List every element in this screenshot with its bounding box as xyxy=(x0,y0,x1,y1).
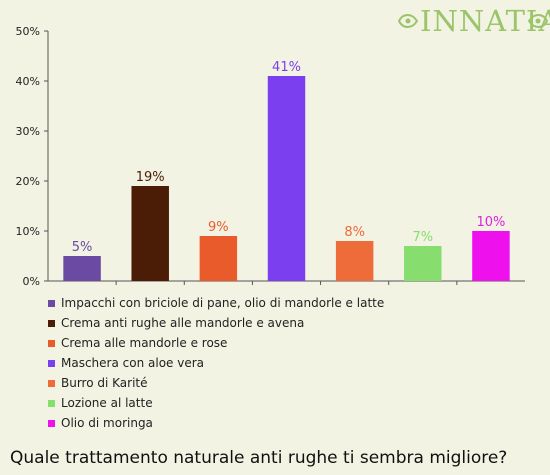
bar xyxy=(199,236,238,281)
bar xyxy=(63,256,101,281)
legend-label: Maschera con aloe vera xyxy=(61,356,205,370)
bar-data-label: 5% xyxy=(72,240,93,255)
legend-swatch xyxy=(48,420,55,427)
bar xyxy=(131,186,169,281)
bar xyxy=(335,241,374,281)
legend-label: Impacchi con briciole di pane, olio di m… xyxy=(61,296,385,310)
bar-data-label: 41% xyxy=(272,60,301,75)
legend-item: Impacchi con briciole di pane, olio di m… xyxy=(48,293,384,313)
legend-label: Crema anti rughe alle mandorle e avena xyxy=(61,316,305,330)
bar-data-label: 19% xyxy=(136,170,165,185)
legend-swatch xyxy=(48,380,55,387)
bar-data-label: 10% xyxy=(476,215,505,230)
y-tick-label: 30% xyxy=(16,125,40,138)
chart-legend: Impacchi con briciole di pane, olio di m… xyxy=(48,293,384,433)
legend-swatch xyxy=(48,320,55,327)
bar-data-label: 9% xyxy=(208,220,229,235)
legend-item: Olio di moringa xyxy=(48,413,384,433)
legend-swatch xyxy=(48,360,55,367)
legend-label: Crema alle mandorle e rose xyxy=(61,336,228,350)
legend-item: Maschera con aloe vera xyxy=(48,353,384,373)
y-tick-label: 40% xyxy=(16,75,40,88)
y-tick-label: 20% xyxy=(16,175,40,188)
legend-swatch xyxy=(48,340,55,347)
y-axis: 0% 10% 20% 30% 40% 50% xyxy=(16,25,525,288)
legend-label: Olio di moringa xyxy=(61,416,153,430)
y-tick-label: 0% xyxy=(23,275,40,288)
bar xyxy=(267,76,306,281)
bar-chart: 0% 10% 20% 30% 40% 50% 5% 19% 9% 41% 8% 7% 10% xyxy=(16,25,525,288)
bar xyxy=(404,246,442,281)
leaf-icon xyxy=(398,14,418,28)
legend-item: Crema anti rughe alle mandorle e avena xyxy=(48,313,384,333)
leaf-icon xyxy=(528,14,548,28)
bars xyxy=(63,76,510,281)
legend-label: Burro di Karité xyxy=(61,376,148,390)
innatia-logo: INNATIA xyxy=(398,3,550,39)
legend-item: Burro di Karité xyxy=(48,373,384,393)
bar-data-label: 7% xyxy=(412,230,433,245)
legend-swatch xyxy=(48,400,55,407)
data-labels: 5% 19% 9% 41% 8% 7% 10% xyxy=(72,60,506,255)
y-tick-label: 10% xyxy=(16,225,40,238)
bar-data-label: 8% xyxy=(344,225,365,240)
legend-item: Crema alle mandorle e rose xyxy=(48,333,384,353)
legend-item: Lozione al latte xyxy=(48,393,384,413)
bar xyxy=(472,231,510,281)
legend-label: Lozione al latte xyxy=(61,396,153,410)
y-tick-label: 50% xyxy=(16,25,40,38)
legend-swatch xyxy=(48,300,55,307)
poll-question: Quale trattamento naturale anti rughe ti… xyxy=(10,448,508,468)
